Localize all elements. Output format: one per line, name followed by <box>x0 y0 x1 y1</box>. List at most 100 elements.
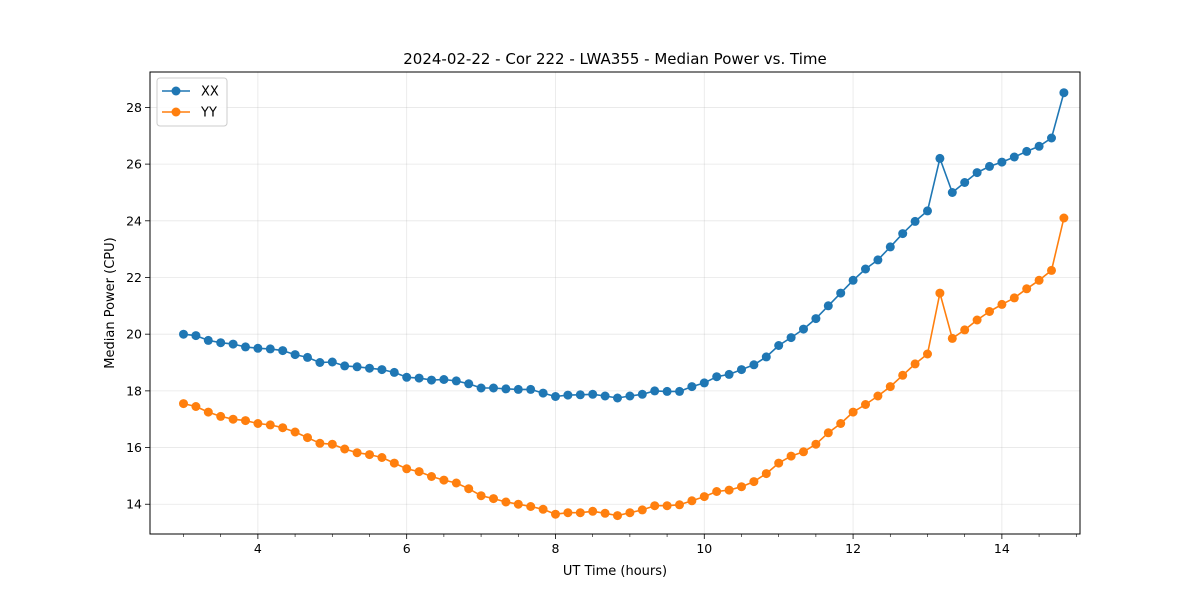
data-point-xx <box>464 379 474 389</box>
data-point-yy <box>439 475 449 485</box>
data-point-xx <box>1022 146 1032 156</box>
data-point-yy <box>749 477 759 487</box>
data-point-yy <box>650 501 660 511</box>
data-point-yy <box>823 428 833 438</box>
x-tick-label: 4 <box>254 541 262 556</box>
data-point-yy <box>712 487 722 496</box>
data-point-yy <box>960 325 970 335</box>
data-point-xx <box>786 333 796 343</box>
data-point-yy <box>303 433 312 443</box>
data-point-yy <box>1047 265 1056 275</box>
data-point-xx <box>476 383 486 393</box>
legend-label-yy: YY <box>200 106 217 121</box>
data-point-yy <box>1059 213 1069 223</box>
data-point-yy <box>799 447 808 457</box>
data-point-yy <box>253 419 263 428</box>
data-point-yy <box>377 453 387 462</box>
data-point-xx <box>935 153 945 163</box>
data-point-yy <box>191 402 201 411</box>
data-point-yy <box>365 450 374 460</box>
data-point-xx <box>427 375 436 385</box>
data-point-xx <box>625 391 635 401</box>
data-point-yy <box>427 472 436 481</box>
data-point-xx <box>947 188 957 197</box>
data-point-yy <box>935 288 945 298</box>
data-point-xx <box>960 178 970 187</box>
data-point-yy <box>340 444 350 454</box>
data-point-xx <box>885 242 895 252</box>
data-point-yy <box>501 497 511 507</box>
data-point-xx <box>699 378 709 388</box>
data-point-yy <box>848 407 858 417</box>
data-point-xx <box>923 206 932 216</box>
data-point-yy <box>687 496 697 506</box>
data-point-xx <box>650 386 660 396</box>
data-point-xx <box>216 338 226 348</box>
data-point-xx <box>898 229 908 239</box>
data-point-yy <box>526 502 536 511</box>
data-point-yy <box>216 411 226 421</box>
data-point-yy <box>600 508 610 518</box>
data-point-xx <box>265 344 275 354</box>
data-point-yy <box>625 508 635 518</box>
data-point-xx <box>340 361 350 371</box>
data-point-xx <box>1009 152 1019 162</box>
data-point-xx <box>575 390 585 400</box>
y-tick-label: 28 <box>126 100 142 115</box>
data-point-xx <box>985 161 994 171</box>
data-point-xx <box>290 350 300 360</box>
data-point-xx <box>489 383 498 393</box>
data-point-xx <box>600 391 610 401</box>
data-point-yy <box>1022 284 1032 294</box>
x-tick-label: 8 <box>552 541 560 556</box>
x-tick-label: 6 <box>403 541 411 556</box>
data-point-yy <box>985 307 994 316</box>
axis-ticks: 4 6 8 10 12 14 14 16 18 20 22 24 26 28 <box>126 100 1077 556</box>
data-point-yy <box>947 333 957 343</box>
data-point-xx <box>737 365 746 375</box>
data-point-xx <box>377 365 387 375</box>
data-point-yy <box>885 382 895 392</box>
plot-area-frame <box>149 71 1081 535</box>
data-point-yy <box>315 438 325 448</box>
data-point-xx <box>365 363 374 373</box>
data-point-yy <box>761 469 771 479</box>
data-point-xx <box>278 346 288 356</box>
data-point-yy <box>513 499 523 509</box>
data-point-xx <box>588 389 598 399</box>
data-point-yy <box>836 419 846 428</box>
data-point-xx <box>179 329 188 339</box>
data-point-xx <box>538 388 548 398</box>
data-point-yy <box>228 414 238 424</box>
data-point-yy <box>997 299 1007 309</box>
data-point-xx <box>972 168 982 178</box>
data-point-xx <box>811 314 821 324</box>
data-point-yy <box>575 508 585 518</box>
data-point-yy <box>179 399 188 409</box>
data-point-xx <box>439 375 449 384</box>
data-point-yy <box>699 492 709 502</box>
data-point-xx <box>203 335 213 345</box>
data-point-xx <box>414 373 424 383</box>
data-point-xx <box>997 157 1007 167</box>
data-point-xx <box>563 390 573 400</box>
data-point-yy <box>464 484 474 494</box>
data-point-yy <box>352 448 362 458</box>
data-point-yy <box>551 509 560 519</box>
data-point-xx <box>662 386 672 396</box>
y-tick-label: 24 <box>126 213 142 228</box>
grid-lines <box>150 72 1080 534</box>
x-tick-label: 10 <box>696 541 712 556</box>
data-point-xx <box>241 342 250 352</box>
data-point-yy <box>265 420 275 430</box>
data-point-yy <box>1034 275 1044 285</box>
data-point-yy <box>923 349 932 359</box>
data-point-xx <box>303 352 312 362</box>
data-point-yy <box>1009 293 1019 303</box>
data-point-yy <box>588 506 598 516</box>
x-axis-label: UT Time (hours) <box>563 564 667 579</box>
data-point-yy <box>873 391 883 401</box>
data-point-yy <box>327 439 337 449</box>
data-point-xx <box>861 264 870 274</box>
